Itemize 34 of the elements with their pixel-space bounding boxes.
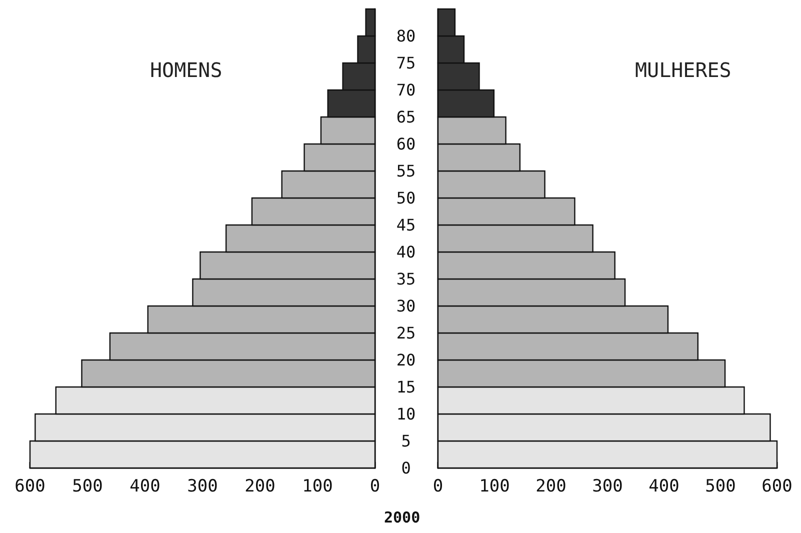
y-tick-label: 80 xyxy=(396,26,416,46)
y-tick-label: 45 xyxy=(396,216,416,234)
y-tick-label: 50 xyxy=(396,188,416,208)
text: MULHERES xyxy=(635,58,732,82)
x-tick-label: 500 xyxy=(72,476,103,496)
y-tick-label: 0 xyxy=(401,458,411,478)
x-tick-label: 100 xyxy=(302,476,333,496)
y-tick-label: 20 xyxy=(396,350,416,370)
y-tick-label: 75 xyxy=(396,54,416,72)
y-tick-label: 70 xyxy=(396,80,416,100)
y-tick-label: 15 xyxy=(396,378,416,396)
x-tick-label: 500 xyxy=(705,476,736,496)
y-tick-label: 25 xyxy=(396,324,416,342)
y-tick-label: 30 xyxy=(396,296,416,316)
y-tick-label: 10 xyxy=(396,404,416,424)
x-tick-label: 300 xyxy=(592,476,623,496)
x-tick-label: 0 xyxy=(370,476,380,496)
y-tick-label: 35 xyxy=(396,270,416,288)
y-tick-label: 60 xyxy=(396,134,416,154)
x-tick-label: 300 xyxy=(187,476,218,496)
y-tick-label: 5 xyxy=(401,432,411,450)
x-tick-label: 400 xyxy=(130,476,160,496)
x-tick-label: 200 xyxy=(536,476,566,496)
x-tick-label: 200 xyxy=(244,476,276,496)
y-tick-label: 65 xyxy=(396,108,416,126)
x-tick-label: 600 xyxy=(14,476,46,496)
x-tick-label: 400 xyxy=(648,476,680,496)
y-tick-label: 40 xyxy=(396,242,416,262)
text: HOMENS xyxy=(150,58,222,82)
x-tick-label: 0 xyxy=(432,476,444,496)
x-tick-label: 100 xyxy=(479,476,510,496)
y-tick-label: 55 xyxy=(396,162,416,180)
x-tick-label: 600 xyxy=(762,476,792,496)
text: 2000 xyxy=(384,508,420,526)
